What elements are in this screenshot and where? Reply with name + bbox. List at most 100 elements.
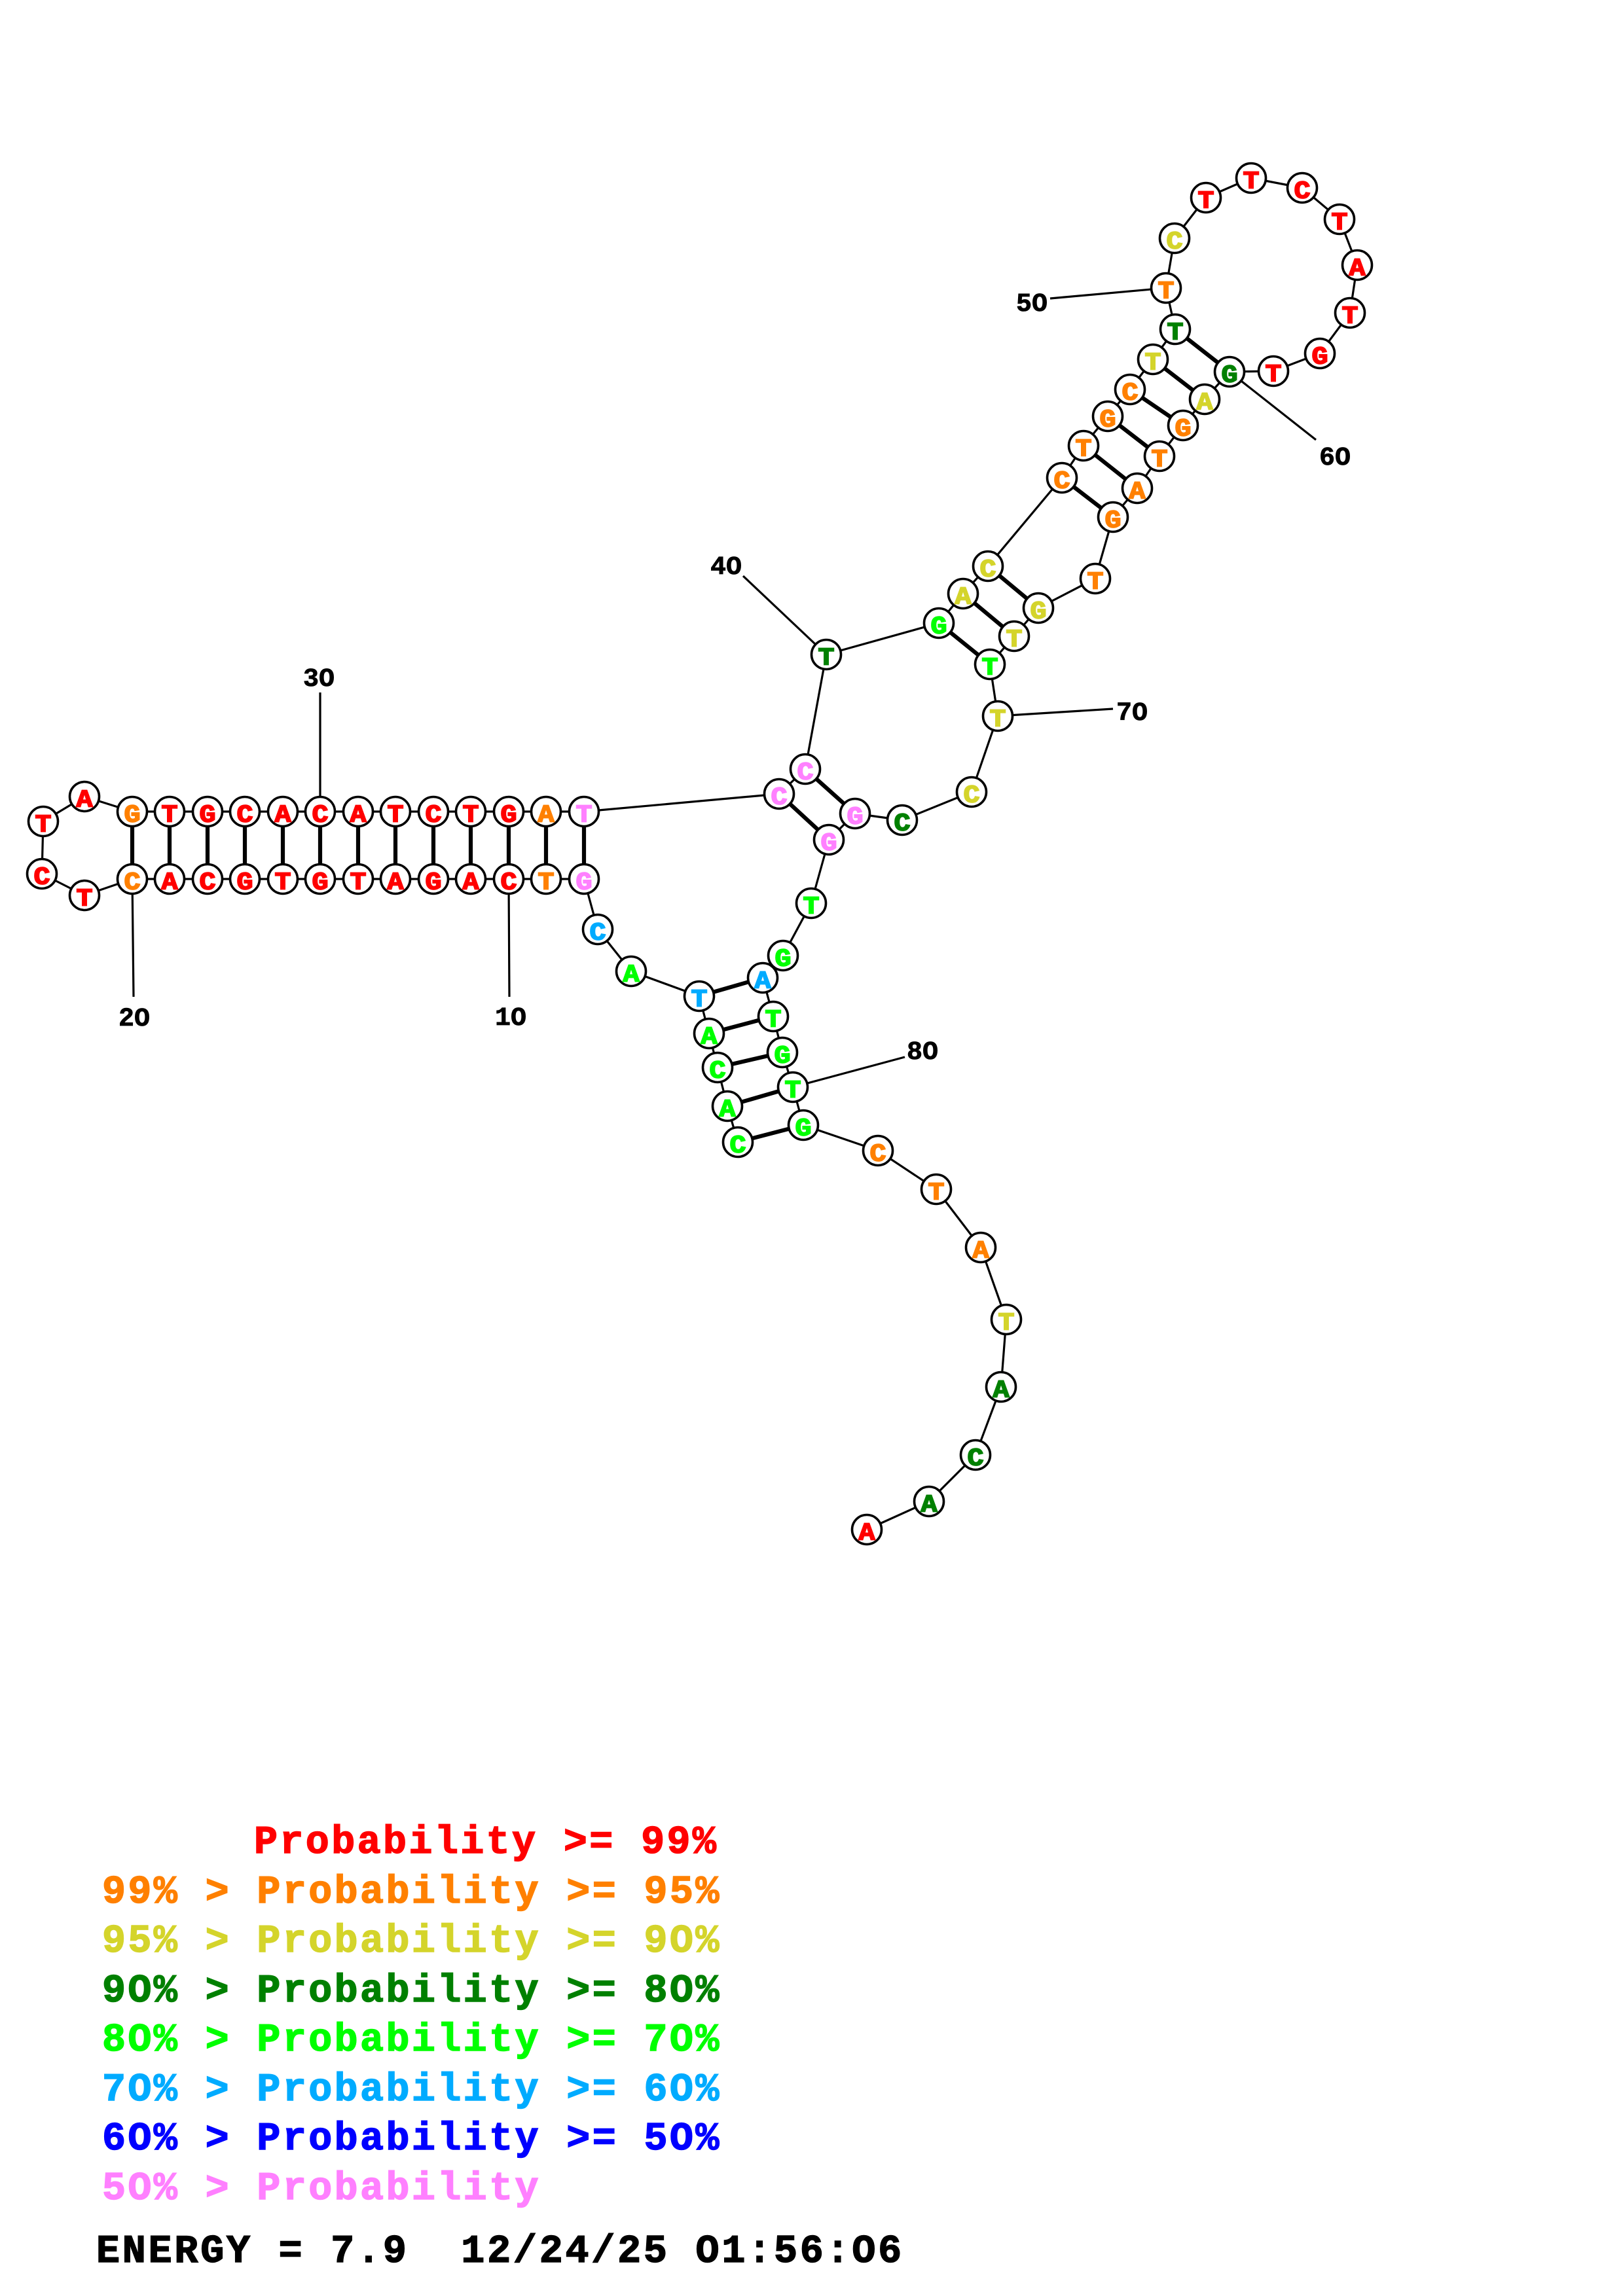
svg-text:A: A xyxy=(701,1024,718,1052)
svg-text:T: T xyxy=(275,869,291,897)
svg-text:G: G xyxy=(931,613,947,641)
svg-text:A: A xyxy=(538,802,555,830)
svg-text:T: T xyxy=(35,812,52,840)
svg-text:C: C xyxy=(590,920,606,948)
svg-text:A: A xyxy=(755,968,771,996)
svg-text:T: T xyxy=(1167,319,1184,348)
svg-text:8O% > Probability >= 7O%: 8O% > Probability >= 7O% xyxy=(102,2018,721,2063)
svg-text:A: A xyxy=(720,1096,736,1124)
svg-text:A: A xyxy=(955,584,972,612)
svg-text:C: C xyxy=(968,1445,984,1473)
svg-text:C: C xyxy=(237,802,253,830)
svg-text:A: A xyxy=(993,1377,1010,1405)
svg-text:C: C xyxy=(980,556,996,584)
svg-text:G: G xyxy=(1312,344,1328,372)
svg-text:C: C xyxy=(34,864,50,892)
svg-text:99% > Probability >= 95%: 99% > Probability >= 95% xyxy=(102,1871,721,1915)
svg-text:A: A xyxy=(1197,389,1213,418)
svg-text:T: T xyxy=(1342,303,1359,331)
svg-text:G: G xyxy=(124,802,141,830)
svg-text:A: A xyxy=(1129,478,1146,507)
svg-text:A: A xyxy=(1349,255,1366,283)
svg-text:C: C xyxy=(1294,178,1311,206)
svg-text:T: T xyxy=(1145,350,1161,378)
svg-text:C: C xyxy=(501,869,517,897)
svg-text:C: C xyxy=(771,784,788,812)
svg-text:A: A xyxy=(921,1492,938,1520)
svg-text:T: T xyxy=(1266,361,1282,389)
svg-text:T: T xyxy=(691,986,708,1014)
svg-text:C: C xyxy=(1122,380,1139,408)
svg-text:8O: 8O xyxy=(907,1038,938,1067)
svg-text:A: A xyxy=(973,1238,989,1266)
svg-text:T: T xyxy=(1006,626,1023,655)
svg-text:5O: 5O xyxy=(1016,290,1048,319)
svg-text:C: C xyxy=(312,802,329,830)
svg-text:T: T xyxy=(803,893,820,922)
svg-text:A: A xyxy=(162,869,178,897)
svg-text:C: C xyxy=(200,869,216,897)
svg-text:C: C xyxy=(964,782,980,810)
svg-text:C: C xyxy=(730,1132,746,1160)
svg-text:G: G xyxy=(237,869,253,897)
svg-text:T: T xyxy=(463,802,479,830)
svg-text:G: G xyxy=(795,1115,812,1143)
svg-text:G: G xyxy=(200,802,216,830)
svg-text:T: T xyxy=(77,886,93,914)
svg-text:T: T xyxy=(785,1077,801,1105)
svg-text:A: A xyxy=(859,1520,875,1548)
svg-text:T: T xyxy=(765,1007,782,1035)
svg-text:T: T xyxy=(998,1310,1015,1338)
svg-text:G: G xyxy=(576,869,593,897)
svg-text:T: T xyxy=(1332,209,1348,238)
svg-text:G: G xyxy=(1030,598,1047,626)
svg-text:95% > Probability >= 9O%: 95% > Probability >= 9O% xyxy=(102,1920,721,1964)
svg-text:G: G xyxy=(847,804,864,832)
svg-text:C: C xyxy=(426,802,442,830)
svg-text:ENERGY = 7.9 12/24/25 O1:56:O: ENERGY = 7.9 12/24/25 O1:56:O6 xyxy=(96,2230,904,2274)
svg-text:G: G xyxy=(1100,406,1116,435)
svg-text:6O% > Probability >= 5O%: 6O% > Probability >= 5O% xyxy=(102,2117,721,2162)
svg-text:2O: 2O xyxy=(119,1005,150,1034)
svg-text:T: T xyxy=(982,655,998,683)
svg-text:C: C xyxy=(1167,228,1183,257)
svg-text:T: T xyxy=(538,869,555,897)
svg-text:4O: 4O xyxy=(710,553,742,583)
svg-text:T: T xyxy=(1087,569,1104,597)
svg-text:C: C xyxy=(124,869,141,897)
svg-text:6O: 6O xyxy=(1319,444,1351,473)
svg-text:G: G xyxy=(821,830,837,858)
svg-text:G: G xyxy=(1175,416,1192,444)
svg-text:7O: 7O xyxy=(1116,699,1148,728)
svg-text:T: T xyxy=(990,706,1006,734)
svg-text:G: G xyxy=(1222,362,1238,390)
svg-text:C: C xyxy=(710,1058,726,1086)
svg-text:T: T xyxy=(1158,278,1175,306)
svg-text:3O: 3O xyxy=(303,665,335,694)
svg-text:T: T xyxy=(1076,436,1092,464)
svg-text:A: A xyxy=(388,869,404,897)
svg-text:5O% > Probability: 5O% > Probability xyxy=(102,2167,541,2212)
svg-text:G: G xyxy=(775,946,792,974)
svg-text:T: T xyxy=(1152,446,1168,475)
svg-text:Probability >= 99%: Probability >= 99% xyxy=(254,1821,718,1865)
svg-text:G: G xyxy=(775,1043,791,1071)
svg-text:A: A xyxy=(463,869,479,897)
svg-text:G: G xyxy=(426,869,442,897)
svg-text:7O% > Probability >= 6O%: 7O% > Probability >= 6O% xyxy=(102,2068,721,2113)
svg-text:C: C xyxy=(1054,468,1070,496)
svg-text:1O: 1O xyxy=(495,1004,526,1033)
svg-text:T: T xyxy=(818,645,835,673)
svg-text:9O% > Probability >= 8O%: 9O% > Probability >= 8O% xyxy=(102,1969,721,2014)
svg-text:A: A xyxy=(77,787,93,815)
svg-text:A: A xyxy=(275,802,291,830)
svg-text:A: A xyxy=(623,961,640,990)
svg-text:T: T xyxy=(388,802,404,830)
svg-text:C: C xyxy=(797,759,814,787)
svg-text:T: T xyxy=(162,802,178,830)
svg-text:G: G xyxy=(312,869,329,897)
svg-text:T: T xyxy=(1198,188,1214,216)
svg-text:T: T xyxy=(1243,168,1260,196)
svg-text:A: A xyxy=(350,802,367,830)
svg-text:C: C xyxy=(870,1141,886,1169)
